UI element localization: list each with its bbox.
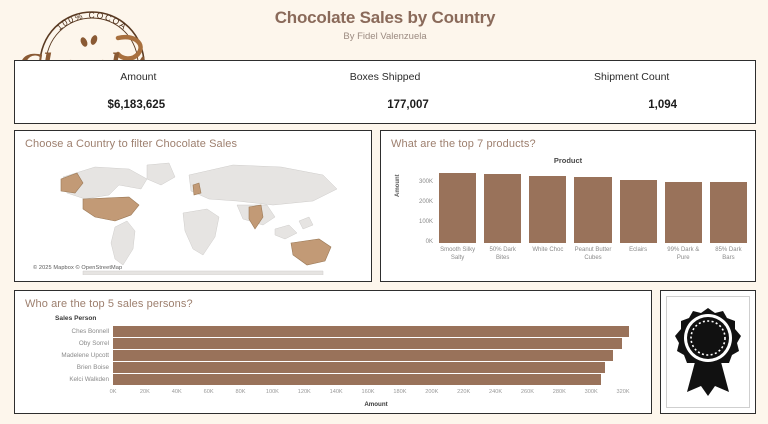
product-category-label: White Choc: [532, 247, 564, 253]
sales-x-tick: 160K: [361, 389, 375, 395]
sales-x-tick: 300K: [584, 389, 598, 395]
product-panel-title: What are the top 7 products?: [391, 138, 536, 150]
country-filter-map-panel[interactable]: Choose a Country to filter Chocolate Sal…: [14, 130, 372, 282]
product-bar[interactable]: [664, 182, 702, 243]
map-country-usa: [82, 196, 140, 222]
map-attribution: © 2025 Mapbox © OpenStreetMap: [33, 265, 123, 271]
sales-x-tick: 320K: [616, 389, 630, 395]
sales-y-axis-title: Sales Person: [55, 315, 97, 322]
sales-x-tick: 60K: [203, 389, 214, 395]
kpi-amount: Amount $6,183,625: [15, 61, 262, 123]
map-country-india: [248, 204, 264, 230]
award-ribbon-icon: [675, 308, 741, 396]
sales-panel-title: Who are the top 5 sales persons?: [25, 298, 193, 310]
sales-person-row: Madelene Upcott: [25, 350, 645, 361]
kpi-amount-label: Amount: [120, 71, 157, 83]
product-y-tick: 300K: [418, 179, 433, 185]
sales-x-tick: 240K: [488, 389, 503, 395]
svg-text:100% COCOA: 100% COCOA: [54, 10, 129, 32]
dashboard-header: Chocolate Sales by Country By Fidel Vale…: [170, 8, 600, 42]
sales-x-tick: 0K: [109, 389, 117, 395]
map-panel-title: Choose a Country to filter Chocolate Sal…: [25, 138, 238, 150]
product-category-label: Eclairs: [629, 247, 648, 253]
product-bar[interactable]: [439, 172, 477, 243]
product-bars: [439, 167, 747, 243]
product-category-label: 85% Dark Bars: [715, 247, 742, 261]
sales-person-bar[interactable]: [113, 362, 605, 373]
product-bar[interactable]: [709, 182, 747, 243]
product-bar[interactable]: [619, 179, 657, 243]
top-products-panel: What are the top 7 products? Product Amo…: [380, 130, 756, 282]
sales-x-axis-title: Amount: [364, 401, 388, 408]
product-category-label: Peanut Butter Cubes: [574, 247, 612, 261]
sales-person-bar[interactable]: [113, 326, 629, 337]
product-category-label: 50% Dark Bites: [489, 247, 516, 261]
world-map[interactable]: © 2025 Mapbox © OpenStreetMap: [23, 155, 365, 275]
kpi-boxes-shipped: Boxes Shipped 177,007: [262, 61, 509, 123]
sales-x-tick: 140K: [329, 389, 343, 395]
product-bar[interactable]: [574, 176, 612, 243]
product-y-axis-title: Amount: [395, 174, 401, 197]
product-y-tick: 100K: [418, 219, 433, 225]
product-y-tick: 0K: [425, 239, 433, 245]
sales-person-name: Brien Boise: [76, 364, 109, 371]
top-sales-persons-panel: Who are the top 5 sales persons? Sales P…: [14, 290, 652, 414]
sales-person-name: Ches Bonnell: [71, 328, 109, 335]
map-country-australia: [290, 238, 332, 266]
sales-person-bar[interactable]: [113, 338, 623, 349]
sales-person-name: Oby Sorrel: [78, 340, 109, 347]
sales-x-tick: 220K: [457, 389, 471, 395]
product-category-label: Smooth Silky Salty: [440, 247, 476, 261]
product-bar[interactable]: [529, 176, 567, 243]
award-frame: [666, 296, 750, 408]
sales-x-tick: 40K: [171, 389, 182, 395]
product-bar-chart: Amount 0K 100K 200K 300K Smooth Silky Salty…: [393, 167, 749, 275]
sales-x-tick: 180K: [393, 389, 407, 395]
sales-person-row: Ches Bonnell: [25, 326, 645, 337]
kpi-shipment-count: Shipment Count 1,094: [508, 61, 755, 123]
sales-x-tick: 20K: [139, 389, 150, 395]
kpi-boxes-shipped-label: Boxes Shipped: [349, 71, 421, 83]
sales-bar-chart: Sales Person Ches Bonnell Oby Sorrel Madel…: [25, 315, 645, 409]
sales-x-tick: 80K: [235, 389, 246, 395]
page-subtitle: By Fidel Valenzuela: [343, 31, 427, 42]
sales-person-name: Madelene Upcott: [61, 352, 109, 359]
product-bar[interactable]: [484, 174, 522, 243]
kpi-shipment-count-label: Shipment Count: [594, 71, 670, 83]
sales-x-tick: 100K: [265, 389, 279, 395]
sales-person-bar[interactable]: [113, 350, 613, 361]
product-y-tick: 200K: [418, 199, 433, 205]
kpi-amount-value: $6,183,625: [107, 99, 166, 111]
sales-x-tick: 280K: [552, 389, 566, 395]
product-category-label: 99% Dark & Pure: [667, 247, 700, 261]
logo-top-arc-text: 100% COCOA: [54, 10, 128, 32]
product-axis-title: Product: [553, 156, 583, 165]
sales-x-tick: 120K: [297, 389, 311, 395]
page-title: Chocolate Sales by Country: [274, 8, 496, 27]
sales-person-row: Kelci Walkden: [25, 374, 645, 385]
sales-person-row: Brien Boise: [25, 362, 645, 373]
sales-x-axis: 0K 20K 40K 60K 80K 100K 120K 140K 160K 180K 200K 22…: [109, 389, 639, 411]
product-category-labels: Smooth Silky Salty 50% Dark Bites White Ch…: [439, 246, 747, 262]
award-badge-panel: [660, 290, 756, 414]
sales-person-bar[interactable]: [113, 374, 602, 385]
sales-person-name: Kelci Walkden: [69, 376, 109, 383]
sales-x-tick: 200K: [425, 389, 439, 395]
sales-x-tick: 260K: [520, 389, 534, 395]
kpi-boxes-shipped-value: 177,007: [387, 99, 429, 111]
kpi-shipment-count-value: 1,094: [648, 99, 678, 111]
map-country-alaska: [60, 172, 84, 194]
kpi-summary-card: Amount $6,183,625 Boxes Shipped 177,007 …: [14, 60, 756, 124]
map-country-uk: [192, 182, 202, 196]
sales-person-row: Oby Sorrel: [25, 338, 645, 349]
